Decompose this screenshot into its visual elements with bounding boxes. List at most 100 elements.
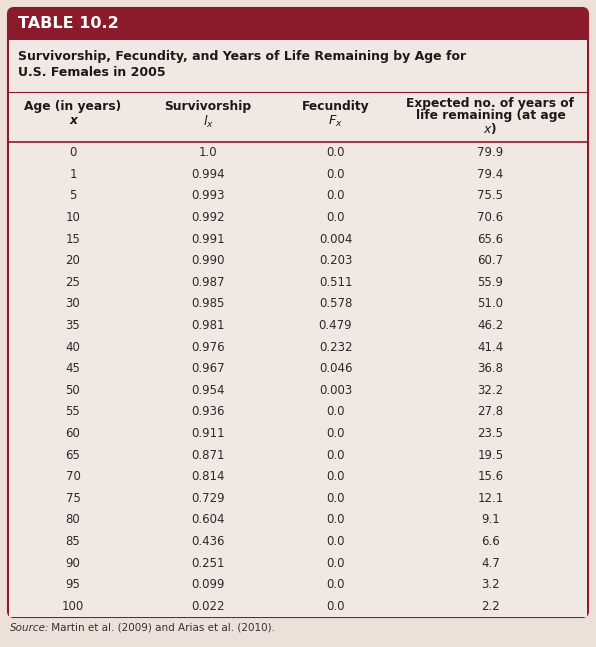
Text: 80: 80 [66,513,80,527]
Text: 30: 30 [66,298,80,311]
Text: 0.0: 0.0 [326,406,344,419]
Text: 0.911: 0.911 [191,427,225,440]
Bar [9,466,587,487]
Text: life remaining (at age: life remaining (at age [415,109,566,122]
Text: 0.0: 0.0 [326,578,344,591]
Text: 0.994: 0.994 [191,168,225,181]
Text: 35: 35 [66,319,80,332]
Text: 40: 40 [66,340,80,354]
Text: 75: 75 [66,492,80,505]
Text: 0.991: 0.991 [191,233,225,246]
Text: 0.099: 0.099 [191,578,225,591]
Text: 0.954: 0.954 [191,384,225,397]
Text: Age (in years): Age (in years) [24,100,122,113]
Bar [9,531,587,553]
Text: 4.7: 4.7 [481,556,500,569]
Text: 1: 1 [69,168,77,181]
Text: 5: 5 [69,190,77,203]
Text: 0.0: 0.0 [326,513,344,527]
Text: 70.6: 70.6 [477,211,504,224]
Text: 95: 95 [66,578,80,591]
Bar [9,142,587,164]
Text: 0.0: 0.0 [326,427,344,440]
FancyBboxPatch shape [8,8,588,40]
Text: 10: 10 [66,211,80,224]
Text: 0.967: 0.967 [191,362,225,375]
Bar [9,422,587,444]
Bar [9,553,587,574]
Bar [9,401,587,422]
Text: 12.1: 12.1 [477,492,504,505]
Text: TABLE 10.2: TABLE 10.2 [18,17,119,32]
Text: 15: 15 [66,233,80,246]
Text: 0.022: 0.022 [191,600,225,613]
Text: 0.987: 0.987 [191,276,225,289]
Text: 0.0: 0.0 [326,168,344,181]
Bar [9,314,587,336]
Text: 15.6: 15.6 [477,470,504,483]
Text: 0.0: 0.0 [326,556,344,569]
Text: 20: 20 [66,254,80,267]
Text: 0.0: 0.0 [326,470,344,483]
Text: Fecundity: Fecundity [302,100,370,113]
Bar [9,250,587,272]
Text: 65: 65 [66,448,80,461]
Text: 25: 25 [66,276,80,289]
Text: 100: 100 [62,600,84,613]
Text: 79.4: 79.4 [477,168,504,181]
Text: 0.479: 0.479 [319,319,352,332]
Bar [9,92,587,142]
Text: 90: 90 [66,556,80,569]
Text: $x$): $x$) [483,121,498,136]
Bar [9,207,587,228]
Text: 85: 85 [66,535,80,548]
Text: 65.6: 65.6 [477,233,504,246]
Text: Survivorship, Fecundity, and Years of Life Remaining by Age for: Survivorship, Fecundity, and Years of Li… [18,50,466,63]
Text: $F_x$: $F_x$ [328,114,343,129]
Text: 0.985: 0.985 [191,298,225,311]
Bar [9,574,587,595]
Text: 55: 55 [66,406,80,419]
Text: 9.1: 9.1 [481,513,500,527]
Text: 0.0: 0.0 [326,492,344,505]
Text: 0.511: 0.511 [319,276,352,289]
Text: 0.0: 0.0 [326,146,344,159]
Bar [9,444,587,466]
Text: 0.003: 0.003 [319,384,352,397]
Text: 60: 60 [66,427,80,440]
Bar [9,293,587,314]
Text: 41.4: 41.4 [477,340,504,354]
Text: 19.5: 19.5 [477,448,504,461]
Text: x: x [69,114,77,127]
Text: 45: 45 [66,362,80,375]
Text: U.S. Females in 2005: U.S. Females in 2005 [18,66,166,79]
Text: 0.578: 0.578 [319,298,352,311]
Text: 2.2: 2.2 [481,600,500,613]
Text: 0.004: 0.004 [319,233,352,246]
Text: 70: 70 [66,470,80,483]
Text: 0.981: 0.981 [191,319,225,332]
Text: 32.2: 32.2 [477,384,504,397]
Text: 0.0: 0.0 [326,535,344,548]
Text: 0.992: 0.992 [191,211,225,224]
Text: 0.729: 0.729 [191,492,225,505]
Text: 75.5: 75.5 [477,190,504,203]
Text: 55.9: 55.9 [477,276,504,289]
Bar [9,595,587,617]
Text: 0.0: 0.0 [326,448,344,461]
Text: Survivorship: Survivorship [164,100,252,113]
Text: 50: 50 [66,384,80,397]
Text: 0.0: 0.0 [326,211,344,224]
Bar [8,24,588,40]
Text: 0.232: 0.232 [319,340,352,354]
Text: 79.9: 79.9 [477,146,504,159]
Text: 0.871: 0.871 [191,448,225,461]
Text: $l_x$: $l_x$ [203,114,213,130]
Text: 23.5: 23.5 [477,427,504,440]
Text: 0.976: 0.976 [191,340,225,354]
Bar [9,336,587,358]
Text: Expected no. of years of: Expected no. of years of [406,97,575,110]
Text: 51.0: 51.0 [477,298,504,311]
FancyBboxPatch shape [8,8,588,617]
Text: 0.436: 0.436 [191,535,225,548]
